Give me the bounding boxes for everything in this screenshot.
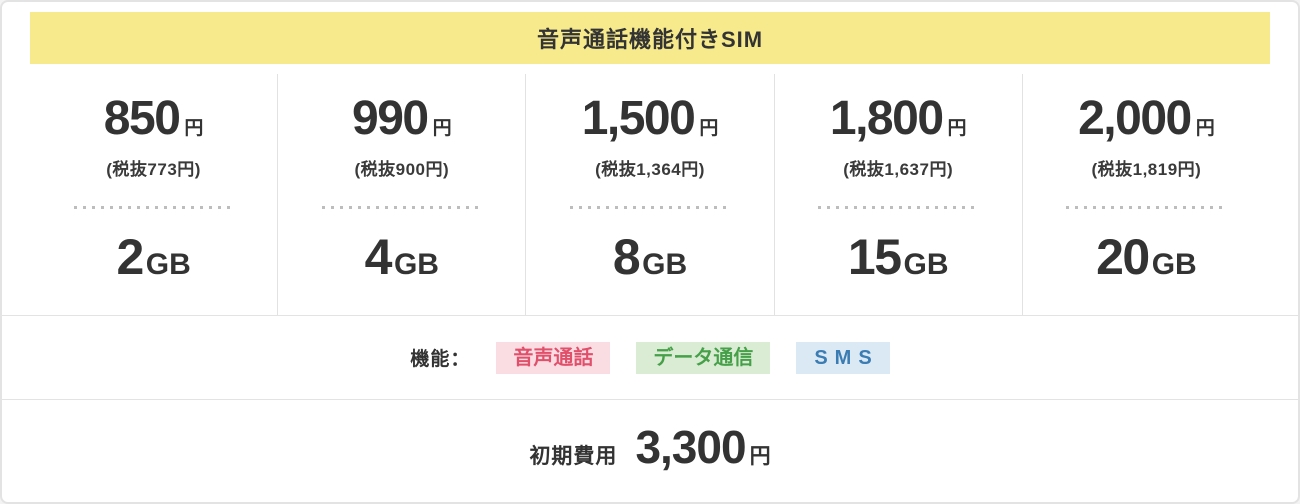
plan-data-volume: 15 GB [775,231,1022,284]
column-divider [1021,74,1023,315]
plan-data-volume: 4 GB [278,231,525,284]
plan-price-unit: 円 [947,118,967,139]
plan-price-amount: 1,500 [581,92,696,145]
plan-data-unit: GB [903,248,949,282]
plan-tax-note: (税抜1,637円) [843,160,954,180]
plan-data-unit: GB [145,248,191,282]
sms-badge: SMS [796,341,890,374]
plan-price: 990 円 [278,92,525,145]
plan-price-amount: 2,000 [1078,92,1192,145]
initial-cost-amount: 3,300 [635,421,746,473]
dotted-separator [818,206,979,210]
plan-price-amount: 850 [103,92,181,145]
plan-price: 1,500 円 [526,92,773,145]
plan-tax-note: (税抜1,364円) [595,160,705,180]
plan-data-volume: 20 GB [1023,231,1270,284]
plan-tax-note: (税抜1,819円) [1091,160,1202,180]
plan-price-amount: 1,800 [829,92,944,145]
plan-data-volume: 2 GB [30,231,277,284]
plan-data-unit: GB [393,248,439,282]
dotted-separator [73,206,234,210]
plan-type-title: 音声通話機能付きSIM [536,27,764,52]
plan-price: 2,000 円 [1023,92,1270,145]
plan-data-amount: 2 [116,229,144,286]
plan-tax-note: (税抜773円) [106,160,201,180]
dotted-separator [1066,206,1227,210]
plan-price: 1,800 円 [775,92,1022,145]
plan-column-15gb: 1,800 円 (税抜1,637円) 15 GB [775,64,1022,315]
row-divider [2,315,1298,316]
plan-data-amount: 20 [1096,229,1150,286]
plan-price-unit: 円 [699,118,719,139]
row-divider [2,399,1298,400]
plan-column-20gb: 2,000 円 (税抜1,819円) 20 GB [1023,64,1270,315]
plan-type-header: 音声通話機能付きSIM [30,12,1270,64]
plan-tax-note: (税抜900円) [354,160,450,180]
plan-column-8gb: 1,500 円 (税抜1,364円) 8 GB [526,64,773,315]
dotted-separator [570,206,730,210]
plan-data-volume: 8 GB [526,231,773,284]
dotted-separator [321,206,482,210]
plan-price: 850 円 [30,92,277,145]
features-row: 機能： 音声通話 データ通信 SMS [2,316,1298,399]
plan-price-unit: 円 [184,118,204,139]
plan-column-2gb: 850 円 (税抜773円) 2 GB [30,64,277,315]
column-divider [525,74,527,315]
column-divider [773,74,775,315]
data-communication-badge: データ通信 [636,341,771,374]
plan-price-unit: 円 [432,118,452,139]
plan-data-amount: 15 [847,229,902,286]
column-divider [277,74,279,315]
initial-cost-unit: 円 [749,445,771,468]
plans-row: 850 円 (税抜773円) 2 GB 990 円 (税抜900円) 4 GB [2,64,1298,315]
voice-call-badge: 音声通話 [496,341,611,374]
plan-data-unit: GB [1151,248,1197,282]
plan-data-amount: 4 [364,229,393,286]
plan-data-unit: GB [642,248,688,282]
plan-column-4gb: 990 円 (税抜900円) 4 GB [278,64,525,315]
plan-data-amount: 8 [612,229,641,286]
initial-cost-label: 初期費用 [529,445,618,468]
features-label: 機能： [410,349,471,370]
plan-price-amount: 990 [352,92,429,145]
initial-cost-row: 初期費用 3,300 円 [2,400,1298,502]
plan-price-unit: 円 [1195,118,1215,139]
